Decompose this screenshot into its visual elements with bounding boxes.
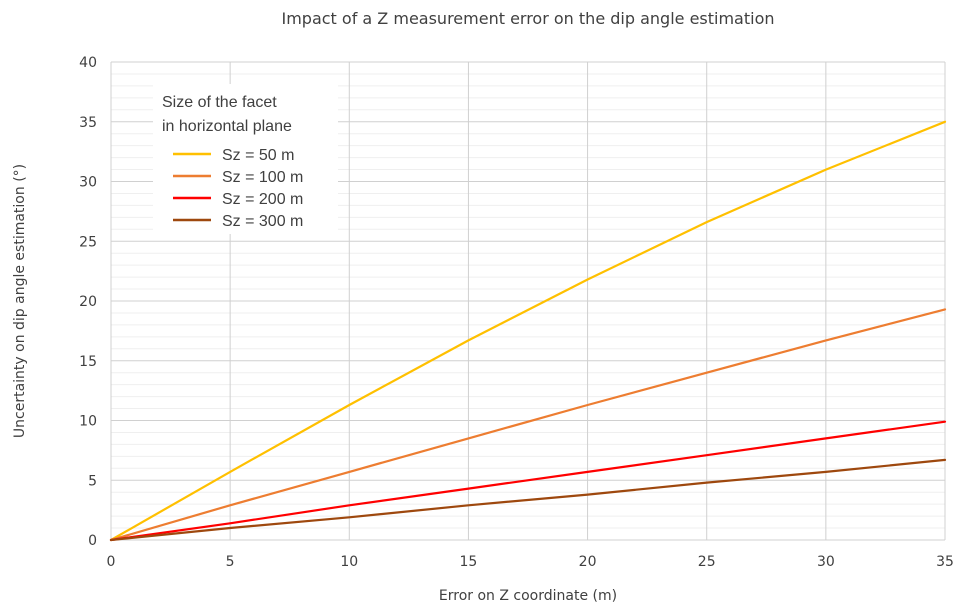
series-line [109,120,947,542]
y-tick-label: 25 [79,234,97,250]
legend-entry: Sz = 50 m [222,147,294,164]
legend-entry: Sz = 200 m [222,191,303,208]
chart-title: Impact of a Z measurement error on the d… [281,9,774,28]
x-tick-label: 0 [107,554,116,570]
y-tick-label: 20 [79,294,97,310]
series-line [109,458,947,542]
y-tick-label: 40 [79,55,97,71]
legend-background [153,84,338,234]
x-tick-label: 25 [698,554,716,570]
y-tick-label: 10 [79,414,97,430]
legend-entry: Sz = 100 m [222,169,303,186]
x-tick-label: 20 [579,554,597,570]
legend-title: Size of the facet [162,94,277,111]
series-lines [109,120,947,542]
y-axis-title: Uncertainty on dip angle estimation (°) [12,164,28,438]
y-tick-label: 0 [88,533,97,549]
y-tick-label: 30 [79,175,97,191]
x-tick-label: 15 [460,554,478,570]
x-tick-label: 10 [340,554,358,570]
y-tick-label: 15 [79,354,97,370]
series-line [109,420,947,542]
series-line [109,308,947,542]
y-tick-label: 5 [88,473,97,489]
x-tick-label: 5 [226,554,235,570]
x-axis-title: Error on Z coordinate (m) [439,588,617,604]
legend-entry: Sz = 300 m [222,213,303,230]
grid [110,61,946,541]
x-tick-label: 35 [936,554,954,570]
y-tick-label: 35 [79,115,97,131]
legend-title: in horizontal plane [162,118,292,135]
legend: Size of the facet in horizontal plane Sz =… [153,84,338,234]
tick-labels: 0 5 10 15 20 25 30 35 40 0 5 10 15 20 25 30 35 [79,55,954,570]
x-tick-label: 30 [817,554,835,570]
